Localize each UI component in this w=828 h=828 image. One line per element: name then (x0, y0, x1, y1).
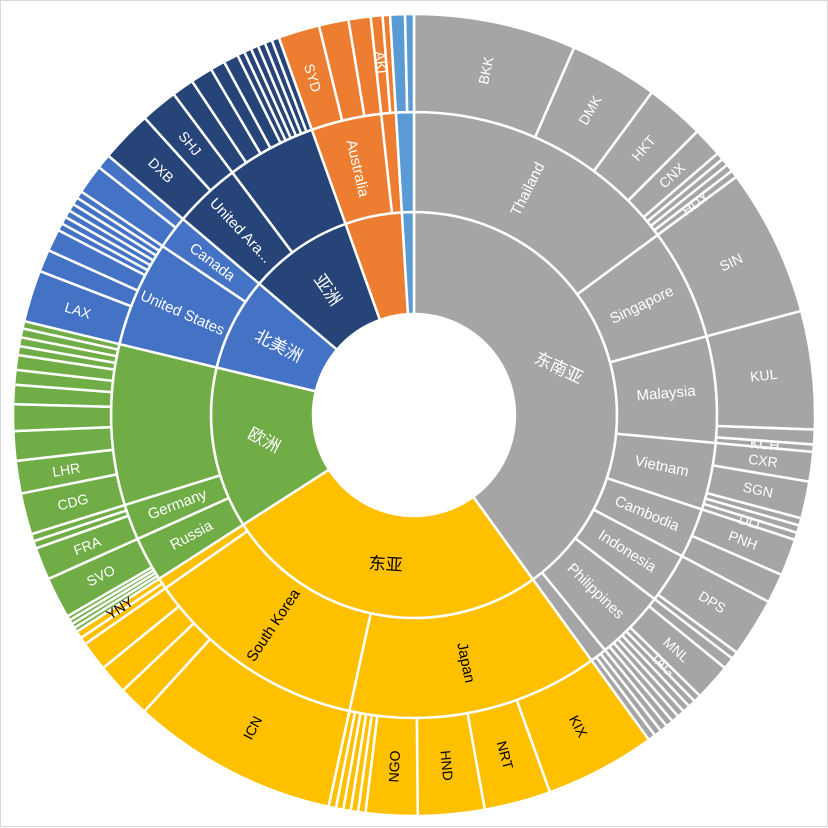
segment-label: CXR (747, 451, 778, 471)
airport-segment[interactable] (11, 402, 113, 433)
segment-label: BKK (475, 54, 497, 85)
segment-label: LAX (63, 299, 94, 322)
segments-layer (11, 12, 817, 818)
segment-label: NGO (385, 750, 403, 783)
segment-label: KUL (749, 366, 778, 385)
segment-label: 东亚 (368, 554, 403, 575)
segment-label: SGN (741, 479, 774, 501)
segment-label: DLI (737, 511, 763, 533)
segment-label: CDG (56, 490, 90, 513)
segment-label: SYD (301, 62, 325, 94)
segment-label: NRT (494, 739, 517, 771)
airport-segment[interactable] (403, 12, 416, 114)
segment-label: HND (437, 750, 456, 782)
segment-label: LHR (51, 460, 81, 480)
country-segment[interactable] (109, 342, 222, 507)
segment-label: KCH (749, 435, 780, 453)
center-hole (313, 314, 515, 516)
segment-label: Malaysia (636, 382, 697, 404)
segment-label: AKL (372, 51, 390, 79)
